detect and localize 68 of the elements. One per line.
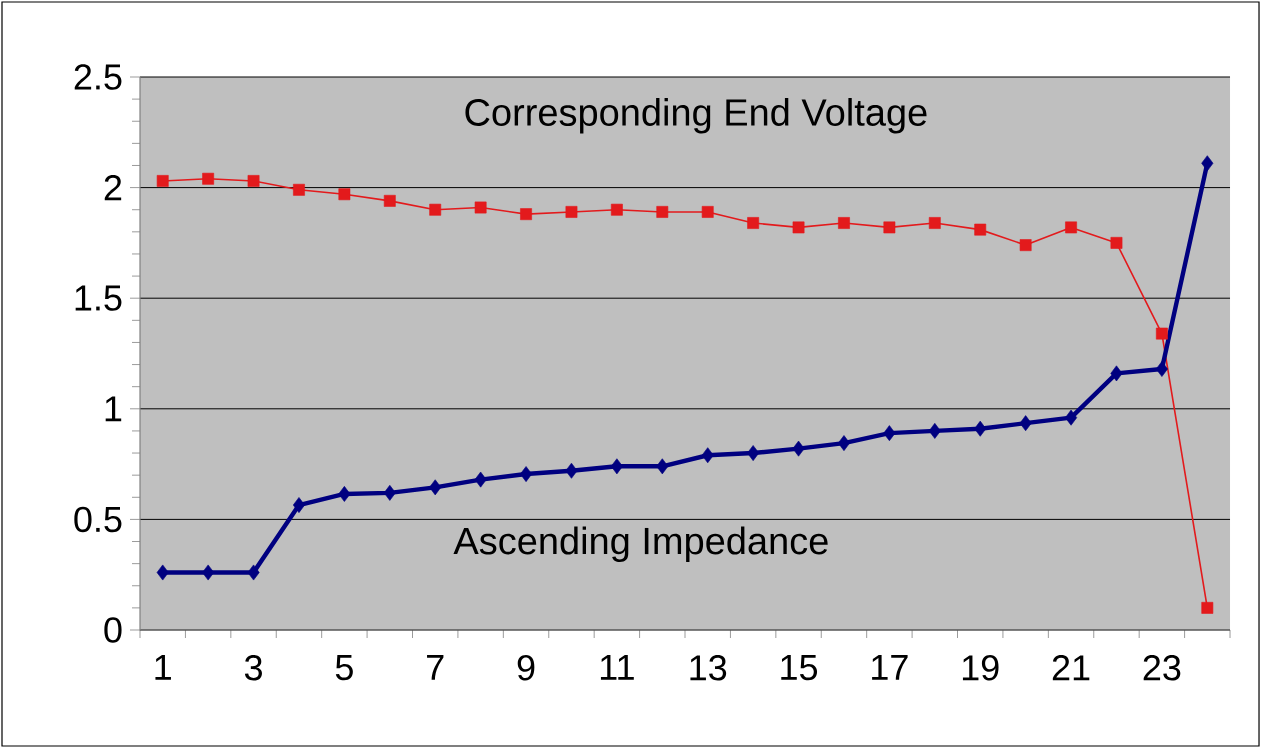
y-tick-label: 1.5 <box>75 285 122 311</box>
point <box>656 458 669 475</box>
series-label: Ascending Impedance <box>453 526 828 562</box>
point <box>792 221 805 234</box>
point <box>383 194 396 207</box>
x-tick-label: 21 <box>1052 655 1090 681</box>
point <box>837 435 850 451</box>
point <box>565 206 578 218</box>
point <box>383 484 396 501</box>
point <box>1065 409 1078 426</box>
point <box>1110 237 1123 249</box>
point <box>656 206 669 218</box>
point <box>429 479 442 496</box>
point <box>292 497 305 513</box>
point <box>338 188 351 201</box>
point <box>429 203 442 216</box>
point <box>247 175 260 187</box>
point <box>247 564 260 581</box>
y-tick-label: 0 <box>104 617 122 643</box>
point <box>338 486 351 502</box>
point <box>974 223 987 236</box>
series-label: Corresponding End Voltage <box>465 98 927 134</box>
point <box>1155 327 1168 340</box>
point <box>565 462 578 479</box>
y-tick-label: 1 <box>105 396 122 422</box>
point <box>883 221 896 234</box>
point <box>1201 601 1214 614</box>
point <box>883 425 896 442</box>
point <box>792 440 805 457</box>
x-tick-label: 1 <box>155 655 171 680</box>
x-tick-label: 9 <box>517 655 535 681</box>
x-tick-label: 3 <box>244 655 262 681</box>
point <box>156 564 169 581</box>
y-tick-label: 2 <box>104 175 122 201</box>
point <box>1019 239 1032 252</box>
point <box>1201 155 1214 172</box>
point <box>293 183 305 196</box>
point <box>928 423 941 439</box>
x-tick-label: 23 <box>1143 655 1181 681</box>
point <box>701 447 714 464</box>
x-tick-label: 17 <box>872 655 908 680</box>
x-tick-label: 7 <box>427 655 444 680</box>
point <box>747 217 760 229</box>
point <box>747 445 760 461</box>
point <box>474 471 487 488</box>
point <box>1110 365 1123 382</box>
point <box>701 206 714 218</box>
point <box>202 564 215 581</box>
point <box>520 208 532 221</box>
x-tick-label: 19 <box>962 655 999 681</box>
x-tick-label: 13 <box>690 655 727 681</box>
point <box>202 172 215 185</box>
point <box>1065 221 1077 234</box>
point <box>474 201 487 214</box>
x-tick-label: 15 <box>781 655 818 681</box>
point <box>974 420 987 437</box>
y-tick-label: 2.5 <box>74 64 122 90</box>
point <box>610 203 623 216</box>
point <box>610 458 623 475</box>
point <box>838 217 850 229</box>
point <box>928 217 941 229</box>
x-tick-label: 5 <box>335 655 353 681</box>
point <box>1155 361 1168 377</box>
x-tick-label: 11 <box>600 655 634 680</box>
y-tick-label: 0.5 <box>74 506 122 533</box>
point <box>520 466 533 482</box>
point <box>1019 415 1032 432</box>
point <box>156 175 169 187</box>
